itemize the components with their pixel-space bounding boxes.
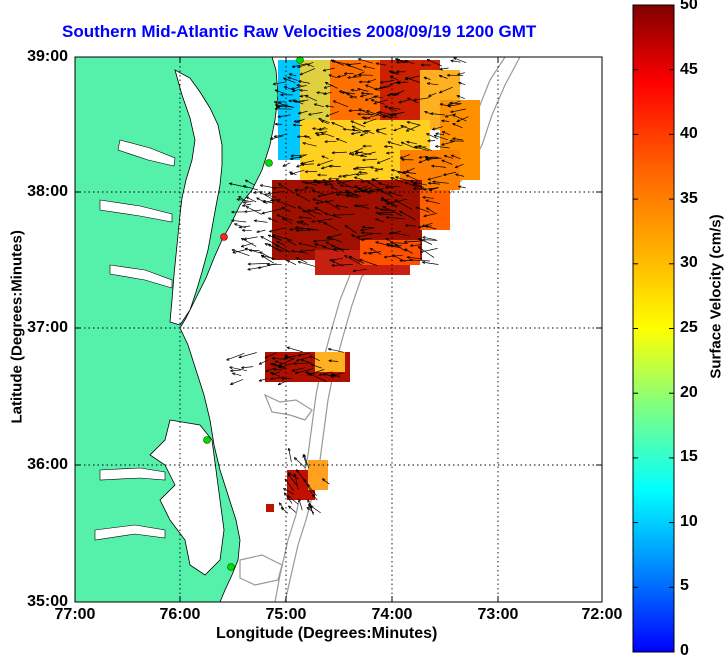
y-tick-label: 38:00 (8, 183, 68, 201)
arrow-head (395, 244, 398, 245)
arrow-head (302, 181, 305, 182)
colorbar-tick-label: 25 (680, 319, 698, 337)
colorbar-tick-label: 15 (680, 448, 698, 466)
arrow-head (426, 208, 429, 209)
x-tick-label: 73:00 (468, 606, 528, 624)
colorbar-tick-label: 40 (680, 125, 698, 143)
arrow-head (415, 182, 418, 183)
arrow-head (313, 199, 316, 200)
arrow-head (315, 244, 318, 245)
arrow-head (298, 207, 301, 208)
colorbar-tick-label: 45 (680, 61, 698, 79)
arrow-head (456, 174, 459, 175)
arrow-head (332, 61, 335, 62)
arrow-head (303, 142, 306, 143)
y-axis-label: Latitude (Degrees:Minutes) (9, 234, 26, 424)
arrow-head (229, 183, 232, 184)
arrow-head (261, 255, 264, 256)
arrow-head (328, 348, 331, 349)
colorbar-tick-label: 20 (680, 384, 698, 402)
colorbar-label: Surface Velocity (cm/s) (708, 197, 724, 397)
colorbar-tick-label: 30 (680, 254, 698, 272)
arrow-head (299, 243, 302, 244)
velocity-arrow (353, 169, 364, 170)
radar-station (228, 564, 235, 571)
arrow-head (407, 141, 410, 142)
arrow-head (288, 473, 291, 474)
colorbar-tick-label: 10 (680, 513, 698, 531)
radar-station (297, 57, 304, 64)
velocity-arrow (275, 109, 292, 110)
y-tick-label: 36:00 (8, 456, 68, 474)
x-tick-label: 75:00 (256, 606, 316, 624)
colorbar-tick-label: 50 (680, 0, 698, 14)
arrow-head (440, 104, 443, 105)
arrow-head (411, 180, 414, 181)
arrow-head (314, 180, 317, 181)
arrow-head (239, 196, 242, 197)
x-tick-label: 76:00 (150, 606, 210, 624)
radar-station (221, 234, 228, 241)
arrow-head (386, 238, 389, 239)
colorbar-tick-label: 5 (680, 577, 689, 595)
arrow-head (426, 200, 429, 201)
velocity-arrow (325, 141, 337, 142)
colorbar-tick-label: 35 (680, 190, 698, 208)
x-tick-label: 74:00 (362, 606, 422, 624)
colorbar (633, 5, 674, 652)
x-axis-label: Longitude (Degrees:Minutes) (216, 625, 437, 643)
arrow-head (367, 182, 370, 183)
arrow-head (279, 184, 282, 185)
velocity-arrow (382, 117, 398, 118)
radar-station (204, 437, 211, 444)
x-tick-label: 72:00 (572, 606, 632, 624)
y-tick-label: 39:00 (8, 48, 68, 66)
x-tick-label: 77:00 (45, 606, 105, 624)
arrow-head (341, 92, 344, 93)
radar-station (266, 160, 273, 167)
colorbar-tick-label: 0 (680, 642, 689, 660)
arrow-head (458, 186, 461, 187)
velocity-arrow (358, 114, 374, 115)
